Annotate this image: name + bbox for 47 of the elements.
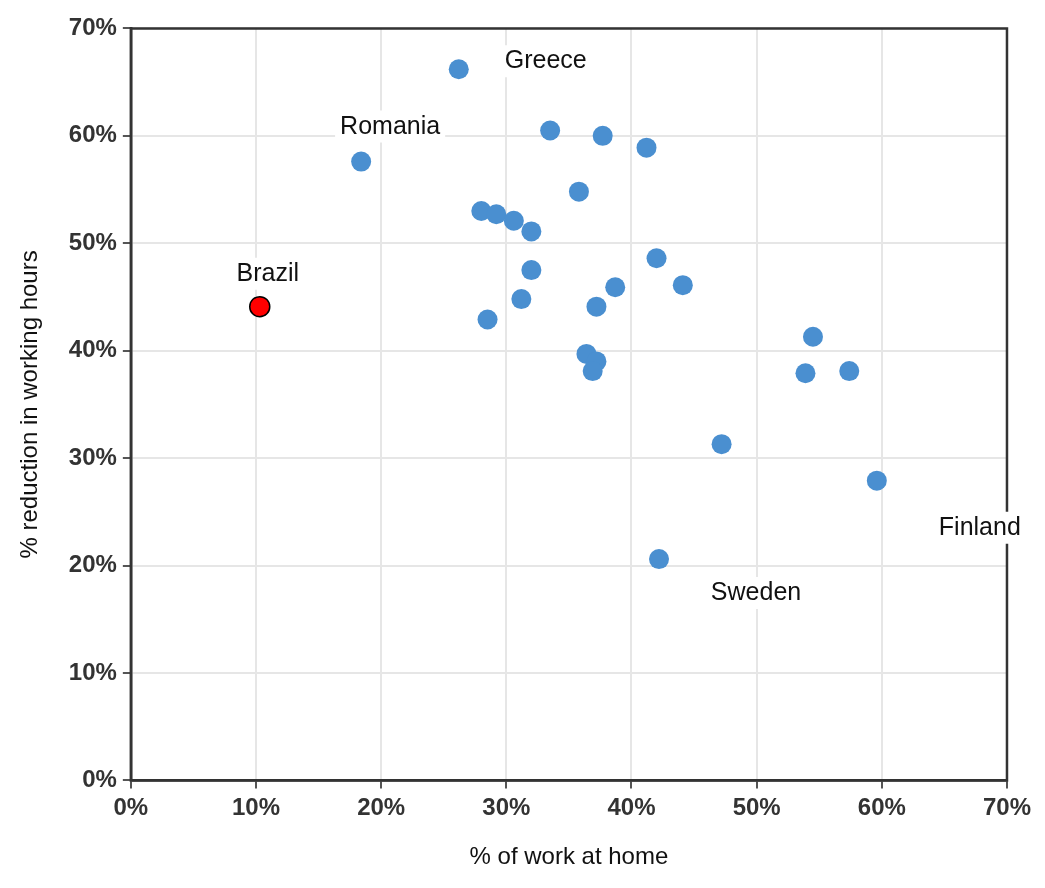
point — [802, 326, 823, 347]
point — [646, 248, 667, 269]
x-axis-title: % of work at home — [469, 842, 669, 870]
x-tick-label: 10% — [231, 793, 281, 821]
point — [866, 470, 887, 491]
x-tick-label: 20% — [357, 793, 406, 821]
x-tick-label: 50% — [732, 793, 781, 821]
point — [511, 289, 532, 310]
y-tick-label: 0% — [82, 765, 117, 793]
y-axis-title: % reduction in working hours — [15, 250, 43, 559]
point — [649, 549, 670, 570]
annotation: Sweden — [710, 576, 802, 605]
point — [711, 434, 732, 455]
y-tick-label: 30% — [68, 442, 117, 470]
point — [351, 151, 372, 172]
point — [448, 59, 469, 80]
annotation: Romania — [340, 110, 441, 139]
annotation: Brazil — [236, 257, 300, 286]
point — [592, 125, 613, 146]
point — [839, 361, 860, 382]
point — [540, 120, 561, 141]
x-tick-label: 70% — [982, 793, 1032, 821]
point — [568, 181, 589, 202]
point — [521, 260, 542, 281]
point — [795, 363, 816, 384]
x-tick-label: 30% — [482, 793, 531, 821]
point — [605, 277, 626, 298]
x-tick-label: 0% — [113, 793, 149, 821]
point — [486, 204, 507, 225]
y-tick-label: 40% — [68, 335, 117, 363]
point — [582, 361, 603, 382]
point — [249, 295, 271, 318]
point — [672, 275, 693, 296]
point — [503, 210, 524, 231]
point — [521, 221, 542, 242]
annotation: Finland — [938, 511, 1021, 540]
y-tick-label: 70% — [68, 13, 117, 41]
y-tick-label: 50% — [68, 227, 117, 255]
y-tick-label: 60% — [68, 120, 117, 148]
x-tick-label: 60% — [857, 793, 906, 821]
y-tick-label: 10% — [68, 657, 117, 685]
x-tick-label: 40% — [607, 793, 656, 821]
annotation: Greece — [504, 45, 587, 74]
point — [477, 309, 498, 330]
y-tick-label: 20% — [68, 550, 117, 578]
point — [636, 137, 657, 158]
point — [586, 296, 607, 317]
